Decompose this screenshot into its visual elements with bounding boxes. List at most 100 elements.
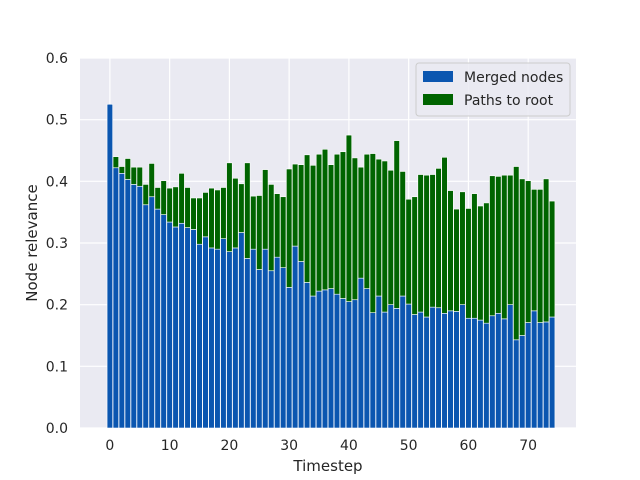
bar-paths-to-root (513, 166, 520, 341)
bar-merged-nodes (363, 288, 370, 429)
bar-paths-to-root (423, 174, 430, 318)
bar-paths-to-root (339, 151, 347, 299)
legend-box (415, 62, 571, 117)
bar-merged-nodes (286, 287, 293, 429)
bar-paths-to-root (256, 195, 263, 270)
y-tick-label: 0.2 (46, 298, 68, 314)
y-axis-ticks: 0.0 0.1 0.2 0.3 0.4 0.5 0.6 (46, 51, 68, 437)
bar-merged-nodes (531, 310, 538, 429)
bar-merged-nodes (447, 310, 454, 429)
bar-paths-to-root (292, 163, 299, 247)
bar-merged-nodes (297, 261, 305, 429)
bar-merged-nodes (118, 173, 125, 429)
bar-merged-nodes (327, 288, 335, 429)
legend-swatch-merged-nodes (423, 71, 453, 82)
bar-merged-nodes (303, 282, 311, 429)
bar-paths-to-root (477, 205, 484, 321)
bar-paths-to-root (166, 187, 173, 223)
bar-paths-to-root (244, 162, 251, 259)
bar-paths-to-root (507, 174, 514, 305)
bar-merged-nodes (154, 208, 161, 429)
bar-merged-nodes (417, 311, 424, 429)
bar-paths-to-root (202, 192, 209, 238)
bar-paths-to-root (489, 175, 496, 317)
bar-paths-to-root (429, 174, 436, 308)
bar-merged-nodes (339, 298, 347, 429)
x-tick-label: 40 (340, 438, 358, 454)
bar-merged-nodes (357, 277, 364, 429)
bar-merged-nodes (537, 322, 544, 429)
bar-paths-to-root (232, 177, 239, 249)
bar-merged-nodes (411, 314, 418, 429)
bar-merged-nodes (459, 304, 466, 429)
bar-merged-nodes (405, 303, 412, 429)
bar-paths-to-root (160, 180, 167, 215)
bar-merged-nodes (483, 322, 490, 429)
x-tick-label: 50 (400, 438, 418, 454)
bar-merged-nodes (309, 295, 317, 429)
bar-paths-to-root (154, 187, 161, 210)
bar-merged-nodes (280, 267, 287, 429)
bar-merged-nodes (208, 247, 215, 429)
bar-merged-nodes (256, 269, 263, 429)
x-tick-label: 20 (220, 438, 238, 454)
x-tick-label: 30 (280, 438, 298, 454)
bar-paths-to-root (417, 174, 424, 313)
bar-merged-nodes (190, 229, 197, 429)
bar-paths-to-root (118, 166, 125, 174)
bar-merged-nodes (519, 335, 526, 429)
bar-merged-nodes (112, 167, 119, 429)
bar-merged-nodes (387, 304, 394, 429)
bar-paths-to-root (190, 197, 197, 230)
bar-merged-nodes (250, 248, 257, 429)
bar-merged-nodes (244, 258, 251, 429)
bar-merged-nodes (507, 304, 514, 429)
bar-paths-to-root (393, 140, 400, 309)
bar-paths-to-root (369, 153, 376, 313)
bar-paths-to-root (405, 198, 412, 305)
bar-merged-nodes (477, 319, 484, 429)
bar-paths-to-root (465, 208, 472, 319)
bar-paths-to-root (178, 173, 185, 224)
bar-paths-to-root (214, 189, 221, 250)
y-axis-label: Node relevance (23, 184, 41, 301)
bar-paths-to-root (286, 168, 293, 288)
bar-paths-to-root (399, 171, 406, 297)
bar-paths-to-root (357, 166, 364, 279)
bar-paths-to-root (303, 154, 311, 283)
bar-merged-nodes (292, 245, 299, 429)
bar-paths-to-root (124, 158, 131, 180)
bar-merged-nodes (393, 308, 400, 429)
bar-merged-nodes (465, 317, 472, 429)
bar-paths-to-root (375, 158, 382, 297)
bar-merged-nodes (160, 214, 167, 429)
bar-merged-nodes (375, 295, 382, 429)
bar-merged-nodes (351, 299, 359, 429)
bar-merged-nodes (381, 311, 388, 429)
y-tick-label: 0.3 (46, 236, 68, 252)
bar-paths-to-root (321, 148, 329, 291)
bar-merged-nodes (525, 322, 532, 429)
bar-merged-nodes (130, 184, 137, 429)
bar-merged-nodes (220, 238, 227, 429)
bar-paths-to-root (519, 178, 526, 336)
bar-paths-to-root (363, 153, 370, 289)
bar-merged-nodes (543, 321, 550, 429)
y-tick-label: 0.6 (46, 51, 68, 67)
bar-merged-nodes (148, 196, 155, 429)
bar-paths-to-root (112, 156, 119, 169)
bar-paths-to-root (441, 156, 448, 314)
bar-merged-nodes (274, 256, 281, 429)
bar-merged-nodes (142, 204, 149, 429)
bar-merged-nodes (495, 312, 502, 429)
bar-paths-to-root (297, 164, 305, 262)
bar-merged-nodes (471, 317, 478, 429)
bar-merged-nodes (513, 339, 520, 429)
bar-merged-nodes (453, 311, 460, 429)
x-axis-ticks: 0 10 20 30 40 50 60 70 (105, 438, 537, 454)
y-tick-label: 0.4 (46, 174, 68, 190)
bar-paths-to-root (148, 163, 155, 198)
y-tick-label: 0.5 (46, 113, 68, 129)
bar-paths-to-root (483, 202, 490, 324)
